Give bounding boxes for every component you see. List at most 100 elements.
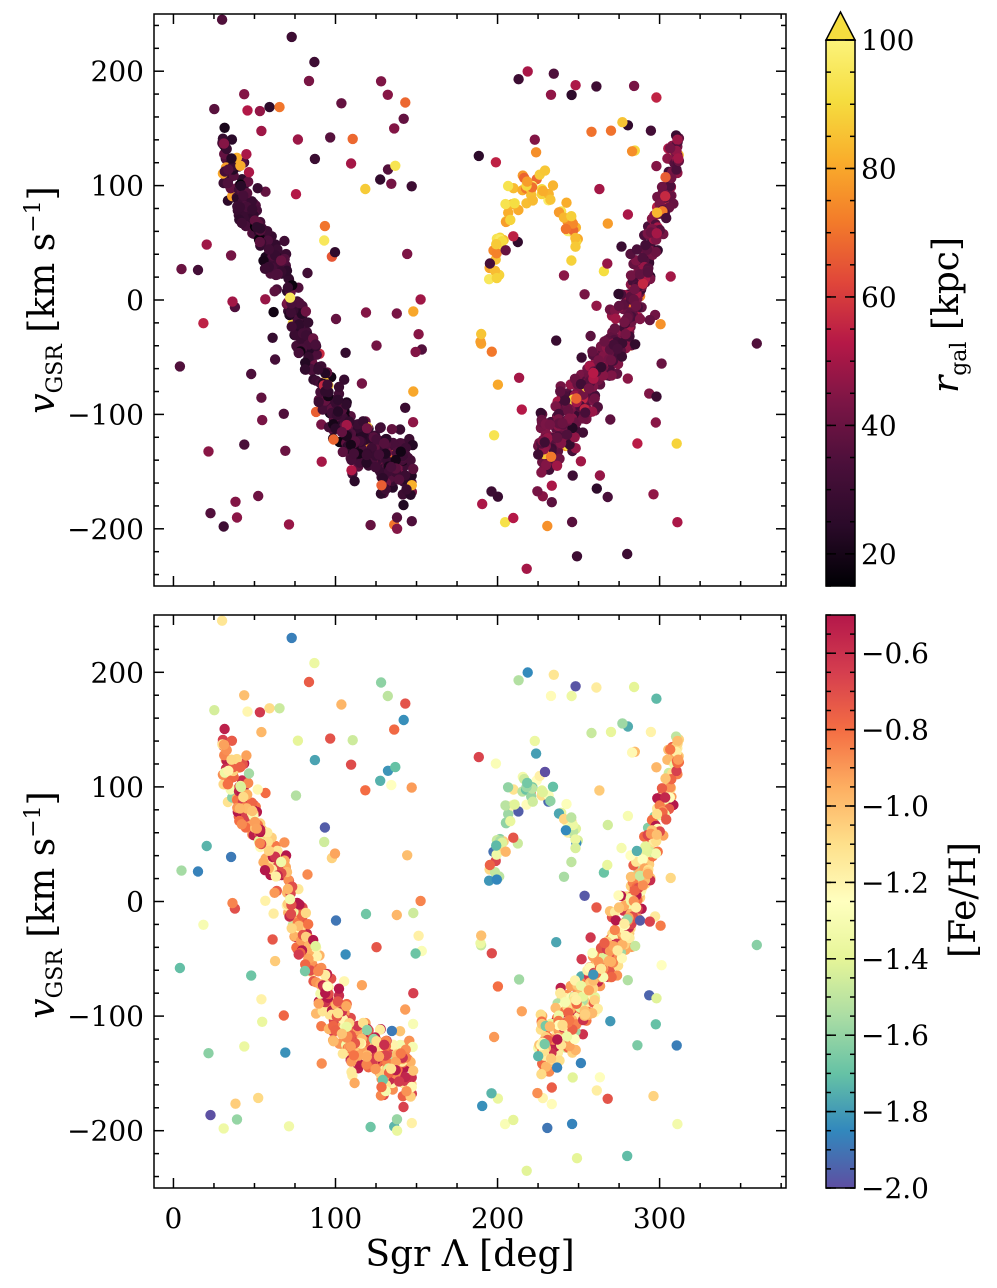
data-point xyxy=(625,871,637,883)
data-point xyxy=(570,842,581,854)
data-point xyxy=(631,845,643,857)
data-point xyxy=(239,1041,250,1052)
data-point xyxy=(294,899,305,910)
data-point xyxy=(391,1114,403,1125)
data-point xyxy=(560,997,571,1008)
data-point xyxy=(365,1121,376,1133)
data-point xyxy=(602,859,613,871)
data-point xyxy=(536,1069,547,1080)
data-point xyxy=(218,138,230,149)
data-point xyxy=(583,383,595,394)
data-point xyxy=(408,1065,419,1076)
data-point xyxy=(243,167,255,178)
data-point xyxy=(408,306,419,317)
data-point xyxy=(529,735,540,747)
data-point xyxy=(360,908,372,920)
data-point xyxy=(570,834,581,845)
data-point xyxy=(612,945,623,956)
data-point xyxy=(218,1123,229,1134)
data-point xyxy=(236,217,247,229)
data-point xyxy=(530,147,542,158)
data-point xyxy=(382,690,393,702)
data-point xyxy=(606,370,617,381)
data-point xyxy=(349,476,360,487)
data-point xyxy=(235,180,247,192)
data-point xyxy=(622,1150,633,1162)
data-point xyxy=(379,1039,390,1051)
data-point xyxy=(486,948,497,959)
data-point xyxy=(580,407,591,418)
data-point xyxy=(665,180,676,192)
data-point xyxy=(505,214,516,226)
data-point xyxy=(286,321,297,332)
data-point xyxy=(661,212,672,224)
data-point xyxy=(303,75,315,87)
data-point xyxy=(286,632,297,644)
data-point xyxy=(640,239,651,251)
data-point xyxy=(539,165,551,176)
data-point xyxy=(373,1051,385,1062)
data-point xyxy=(516,404,527,415)
data-point xyxy=(551,335,562,346)
data-point xyxy=(588,367,599,379)
data-point xyxy=(253,1092,264,1104)
data-point xyxy=(270,269,282,281)
data-point xyxy=(203,1048,214,1059)
data-point xyxy=(586,727,597,739)
data-point xyxy=(239,439,250,450)
data-point xyxy=(345,439,356,450)
data-point xyxy=(361,457,372,468)
data-point xyxy=(613,288,624,300)
data-point xyxy=(242,706,253,717)
data-point xyxy=(477,498,488,510)
data-point xyxy=(644,314,655,326)
data-point xyxy=(500,198,511,210)
y-tick-label: −200 xyxy=(67,513,144,546)
data-point xyxy=(521,1165,532,1177)
y-tick-label: 0 xyxy=(126,284,144,317)
bottom-y-axis-label: vGSR [km s−1] xyxy=(21,791,68,1018)
data-point xyxy=(671,1040,682,1051)
data-point xyxy=(274,101,285,113)
data-point xyxy=(475,938,486,949)
top-y-axis-label: vGSR [km s−1] xyxy=(21,186,68,413)
data-point xyxy=(346,465,357,476)
data-point xyxy=(264,703,275,714)
data-point xyxy=(398,113,409,125)
data-point xyxy=(374,1024,386,1035)
data-point xyxy=(566,690,577,702)
data-point xyxy=(198,919,209,930)
data-point xyxy=(591,682,602,693)
data-point xyxy=(547,180,559,191)
data-point xyxy=(630,902,642,913)
y-tick-label: 100 xyxy=(91,170,144,203)
data-point xyxy=(563,1007,574,1018)
data-point xyxy=(389,123,400,134)
data-point xyxy=(645,726,657,738)
colorbar-tick-label: 20 xyxy=(861,538,897,571)
data-point xyxy=(393,474,405,485)
data-point xyxy=(490,157,502,168)
data-point xyxy=(527,195,538,206)
data-point xyxy=(575,456,587,467)
data-point xyxy=(566,89,577,101)
data-point xyxy=(339,374,350,385)
data-point xyxy=(561,197,572,208)
data-point xyxy=(348,1050,360,1061)
data-point xyxy=(665,872,676,884)
data-point xyxy=(566,255,577,266)
y-tick-label: −100 xyxy=(67,398,144,431)
data-point xyxy=(567,470,578,481)
colorbar-tick-label: 40 xyxy=(861,409,897,442)
data-point xyxy=(205,1109,216,1121)
data-point xyxy=(486,346,497,357)
colorbar-tick-label: −0.8 xyxy=(861,714,929,747)
data-point xyxy=(502,782,514,793)
data-point xyxy=(570,241,581,252)
data-point xyxy=(317,404,328,415)
data-point xyxy=(491,849,502,860)
data-point xyxy=(602,1093,613,1105)
data-point xyxy=(610,313,621,324)
data-point xyxy=(575,980,587,991)
data-point xyxy=(545,690,557,702)
